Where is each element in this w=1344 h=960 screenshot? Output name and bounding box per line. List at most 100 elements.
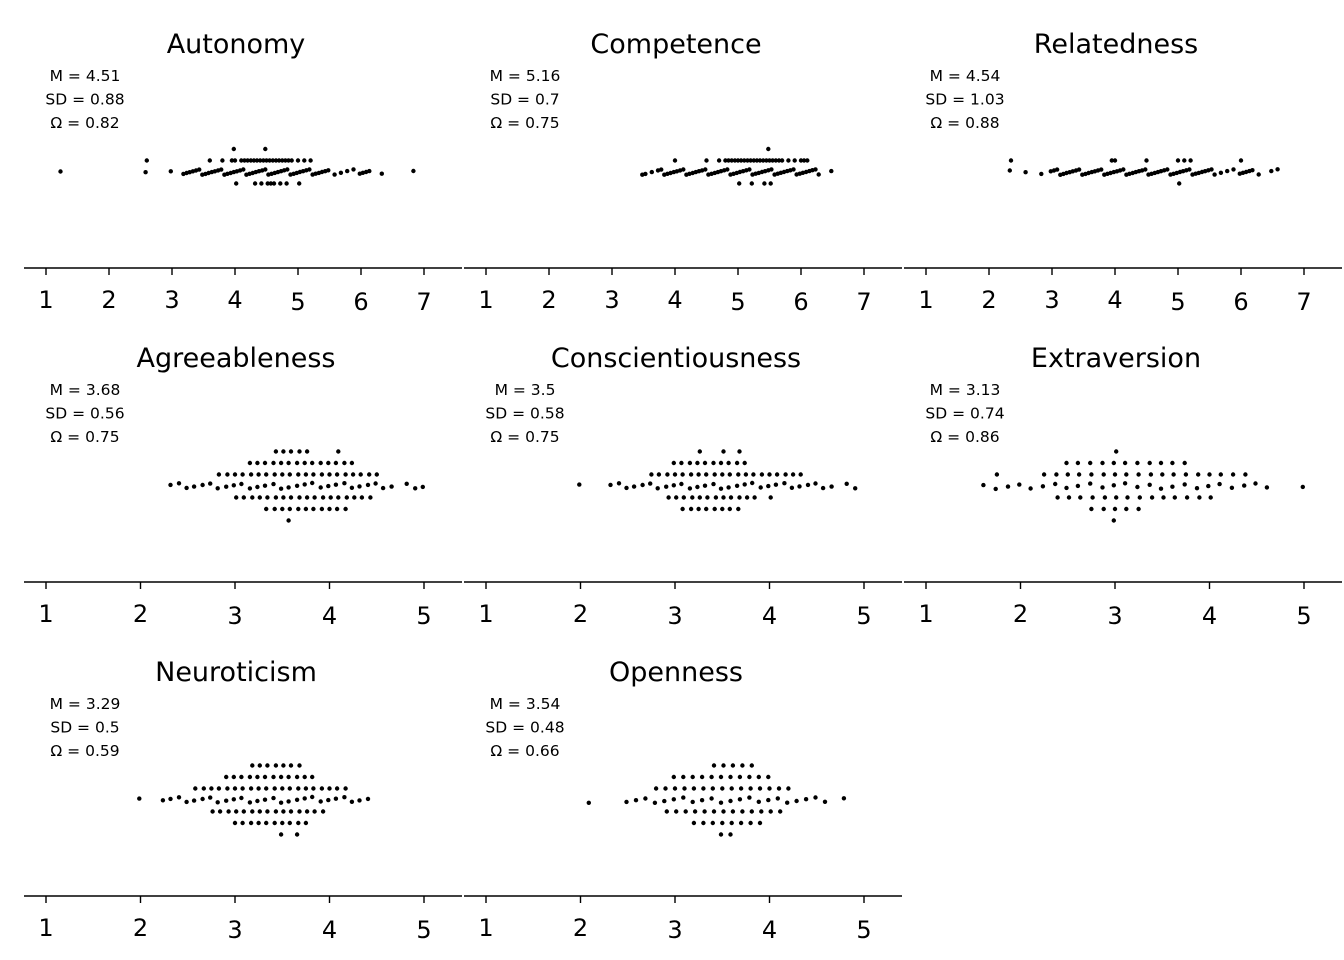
data-point (280, 472, 285, 477)
data-point (702, 460, 708, 466)
data-point (280, 158, 285, 163)
data-point (711, 763, 717, 768)
data-point (296, 820, 301, 826)
data-point (1225, 168, 1230, 174)
data-point (1269, 168, 1274, 174)
data-point (671, 774, 676, 780)
data-point (278, 486, 284, 491)
data-point (1102, 495, 1108, 500)
data-point (682, 786, 687, 791)
data-point (1217, 481, 1222, 487)
data-point (759, 809, 764, 814)
data-point (273, 763, 279, 768)
x-tick-label: 4 (1202, 602, 1217, 630)
panel-title: Competence (590, 29, 761, 60)
data-point (672, 786, 678, 791)
data-point (320, 809, 326, 814)
data-point (193, 786, 198, 791)
data-point (242, 158, 247, 163)
data-point (1111, 483, 1117, 488)
data-point (184, 485, 189, 491)
data-point (681, 795, 686, 800)
panel-title: Openness (609, 657, 743, 688)
data-point (216, 786, 222, 791)
data-point (239, 774, 244, 780)
data-point (1136, 506, 1141, 512)
data-point (240, 820, 245, 826)
data-point (1184, 495, 1190, 500)
data-point (264, 820, 269, 826)
data-point (798, 158, 804, 163)
data-point (278, 460, 284, 466)
data-point (281, 495, 286, 500)
x-tick-label: 3 (164, 286, 179, 314)
data-point (737, 774, 743, 780)
data-point (672, 158, 678, 163)
data-point (697, 449, 702, 454)
data-point (1122, 481, 1128, 486)
data-point (737, 181, 742, 186)
data-point (725, 167, 730, 172)
data-point (271, 481, 276, 487)
data-point (357, 484, 362, 489)
data-point (326, 460, 331, 466)
data-point (247, 486, 253, 491)
data-point (674, 495, 679, 500)
data-point (758, 485, 763, 490)
data-point (1112, 472, 1118, 477)
panel-conscientiousness: Conscientiousness M = 3.5 SD = 0.58 Ω = 0.7… (464, 343, 902, 630)
data-point (286, 799, 291, 804)
stat-sd: SD = 0.7 (490, 91, 559, 109)
data-point (813, 481, 818, 486)
data-point (264, 472, 269, 477)
data-point (1124, 506, 1129, 512)
data-point (794, 798, 799, 804)
data-point (197, 167, 202, 172)
data-point (234, 809, 239, 814)
stat-mean: M = 3.13 (930, 381, 1001, 399)
data-point (271, 795, 276, 801)
data-point (740, 809, 745, 814)
data-point (208, 795, 213, 800)
data-point (1212, 172, 1217, 177)
data-point (1121, 167, 1126, 172)
data-point (640, 482, 645, 488)
data-point (239, 158, 244, 163)
x-tick-label: 5 (416, 916, 431, 944)
stat-sd: SD = 0.48 (485, 719, 564, 737)
data-point (1158, 486, 1164, 491)
data-point (768, 181, 773, 186)
data-point (273, 495, 279, 500)
data-point (1028, 486, 1033, 491)
data-point (265, 181, 270, 186)
data-point (294, 774, 300, 780)
data-point (704, 472, 709, 477)
data-point (586, 800, 591, 805)
data-point (1171, 472, 1176, 477)
data-point (1007, 168, 1012, 173)
data-point (1218, 170, 1224, 175)
data-point (280, 820, 285, 826)
data-point (373, 481, 378, 486)
data-point (829, 168, 834, 174)
data-point (254, 158, 260, 163)
data-point (231, 146, 236, 152)
data-point (752, 495, 757, 500)
data-point (696, 472, 701, 477)
data-point (232, 820, 238, 826)
data-point (687, 460, 693, 466)
data-point (310, 774, 315, 780)
data-point (216, 472, 222, 477)
data-point (766, 774, 771, 780)
data-point (334, 506, 340, 512)
data-point (1041, 472, 1047, 477)
data-point (737, 797, 743, 802)
data-point (303, 820, 309, 826)
data-point (744, 495, 750, 500)
data-point (262, 797, 268, 802)
data-point (318, 485, 323, 490)
data-point (1039, 171, 1044, 177)
data-point (756, 799, 761, 804)
data-point (207, 158, 212, 163)
data-point (220, 158, 225, 163)
